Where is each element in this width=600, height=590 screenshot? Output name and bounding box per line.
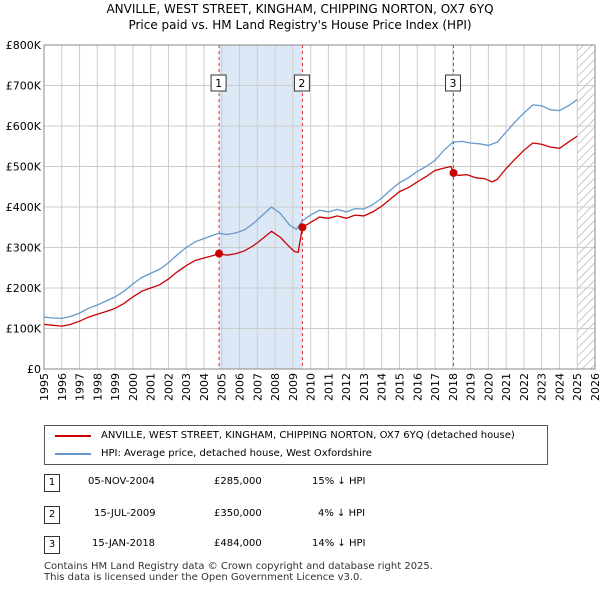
sale-date: 15-JAN-2018	[92, 538, 156, 549]
x-tick-label: 2004	[198, 373, 211, 401]
x-tick-label: 2005	[216, 373, 229, 401]
sale-date: 05-NOV-2004	[88, 476, 155, 487]
sale-price: £285,000	[214, 476, 262, 487]
x-tick-label: 2012	[340, 373, 353, 401]
x-tick-label: 2014	[376, 373, 389, 401]
sale-price: £350,000	[214, 508, 262, 519]
y-tick-label: £700K	[6, 80, 42, 93]
sale-label-box	[293, 74, 310, 92]
x-tick-label: 2009	[287, 373, 300, 401]
legend-label-hpi: HPI: Average price, detached house, West…	[101, 448, 372, 459]
legend-swatch-property	[55, 435, 91, 437]
x-tick-label: 2007	[251, 373, 264, 401]
sale-label-box	[210, 74, 227, 92]
sale-label: 2	[298, 77, 305, 90]
y-tick-label: £300K	[6, 242, 42, 255]
y-tick-label: £600K	[6, 120, 42, 133]
x-tick-label: 2017	[429, 373, 442, 401]
x-tick-label: 2000	[127, 373, 140, 401]
sale-price: £484,000	[214, 538, 262, 549]
sale-date: 15-JUL-2009	[94, 508, 156, 519]
legend: ANVILLE, WEST STREET, KINGHAM, CHIPPING …	[44, 425, 548, 465]
x-tick-label: 2023	[536, 373, 549, 401]
x-tick-label: 2024	[553, 373, 566, 401]
legend-swatch-hpi	[55, 453, 91, 455]
sale-label: 1	[215, 77, 222, 90]
x-tick-label: 1997	[74, 373, 87, 401]
y-tick-label: £0	[27, 363, 41, 376]
sale-point	[298, 223, 307, 232]
x-tick-label: 2003	[180, 373, 193, 401]
sale-label: 3	[450, 77, 457, 90]
y-tick-label: £200K	[6, 282, 42, 295]
y-tick-label: £100K	[6, 323, 42, 336]
x-tick-label: 2001	[145, 373, 158, 401]
sale-hpi-diff: 14% ↓ HPI	[312, 538, 366, 549]
x-tick-label: 2022	[518, 373, 531, 401]
x-tick-label: 2006	[234, 373, 247, 401]
x-tick-label: 2016	[411, 373, 424, 401]
chart-subtitle: Price paid vs. HM Land Registry's House …	[128, 18, 471, 32]
x-tick-label: 2026	[589, 373, 600, 401]
sale-hpi-diff: 15% ↓ HPI	[312, 476, 366, 487]
sale-number-badge: 3	[44, 536, 60, 554]
sale-number-badge: 1	[44, 474, 60, 492]
y-tick-label: £800K	[6, 39, 42, 52]
x-tick-label: 2015	[393, 373, 406, 401]
x-tick-label: 1995	[38, 373, 51, 401]
y-tick-label: £400K	[6, 201, 42, 214]
y-tick-label: £500K	[6, 161, 42, 174]
footer-license: This data is licensed under the Open Gov…	[44, 572, 363, 583]
x-tick-label: 2020	[482, 373, 495, 401]
x-tick-label: 1996	[56, 373, 69, 401]
x-tick-label: 2025	[571, 373, 584, 401]
x-tick-label: 1999	[109, 373, 122, 401]
plot-frame	[43, 44, 596, 370]
footer: Contains HM Land Registry data © Crown c…	[44, 561, 433, 583]
x-tick-label: 2018	[447, 373, 460, 401]
x-tick-label: 2019	[465, 373, 478, 401]
chart-title: ANVILLE, WEST STREET, KINGHAM, CHIPPING …	[106, 2, 493, 16]
sale-label-box	[445, 74, 462, 92]
x-tick-label: 1998	[91, 373, 104, 401]
sale-number-badge: 2	[44, 506, 60, 524]
x-tick-label: 2010	[305, 373, 318, 401]
legend-label-property: ANVILLE, WEST STREET, KINGHAM, CHIPPING …	[101, 430, 515, 441]
x-tick-label: 2013	[358, 373, 371, 401]
footer-copyright: Contains HM Land Registry data © Crown c…	[44, 561, 433, 572]
price-chart: ANVILLE, WEST STREET, KINGHAM, CHIPPING …	[6, 2, 600, 401]
x-tick-label: 2008	[269, 373, 282, 401]
hpi-line	[43, 99, 578, 320]
sale-point	[449, 168, 458, 177]
x-tick-label: 2011	[322, 373, 335, 401]
property-price-line	[43, 135, 578, 327]
x-tick-label: 2021	[500, 373, 513, 401]
sale-hpi-diff: 4% ↓ HPI	[318, 508, 366, 519]
x-tick-label: 2002	[162, 373, 175, 401]
sale-point	[215, 249, 224, 258]
